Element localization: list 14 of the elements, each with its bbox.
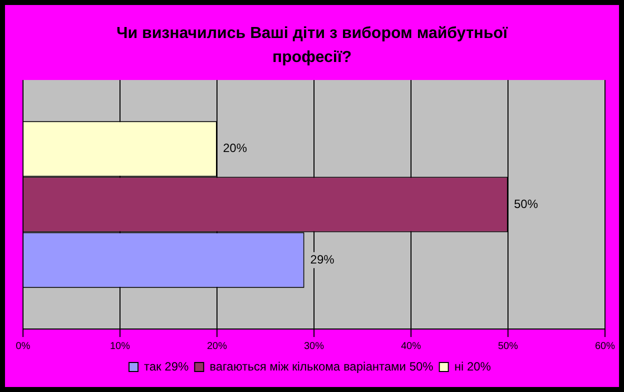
legend-label: ні 20% (454, 359, 492, 374)
x-tick-label: 20% (206, 340, 228, 352)
data-label: 50% (514, 196, 538, 211)
x-tick-label: 0% (16, 340, 30, 352)
x-tick-label: 60% (594, 340, 616, 352)
data-label: 20% (223, 141, 248, 156)
legend-label: вагаються між кількома варіантами 50% (210, 359, 434, 374)
x-tick-label: 50% (498, 340, 518, 352)
x-tick-label: 40% (400, 340, 422, 352)
chart-title: Чи визначились Ваші діти з вибором майбутньої професії? (115, 24, 509, 68)
x-tick-label: 10% (110, 340, 130, 352)
legend-label: так 29% (144, 359, 189, 374)
x-tick-label: 30% (304, 340, 324, 352)
data-label: 29% (310, 252, 335, 266)
